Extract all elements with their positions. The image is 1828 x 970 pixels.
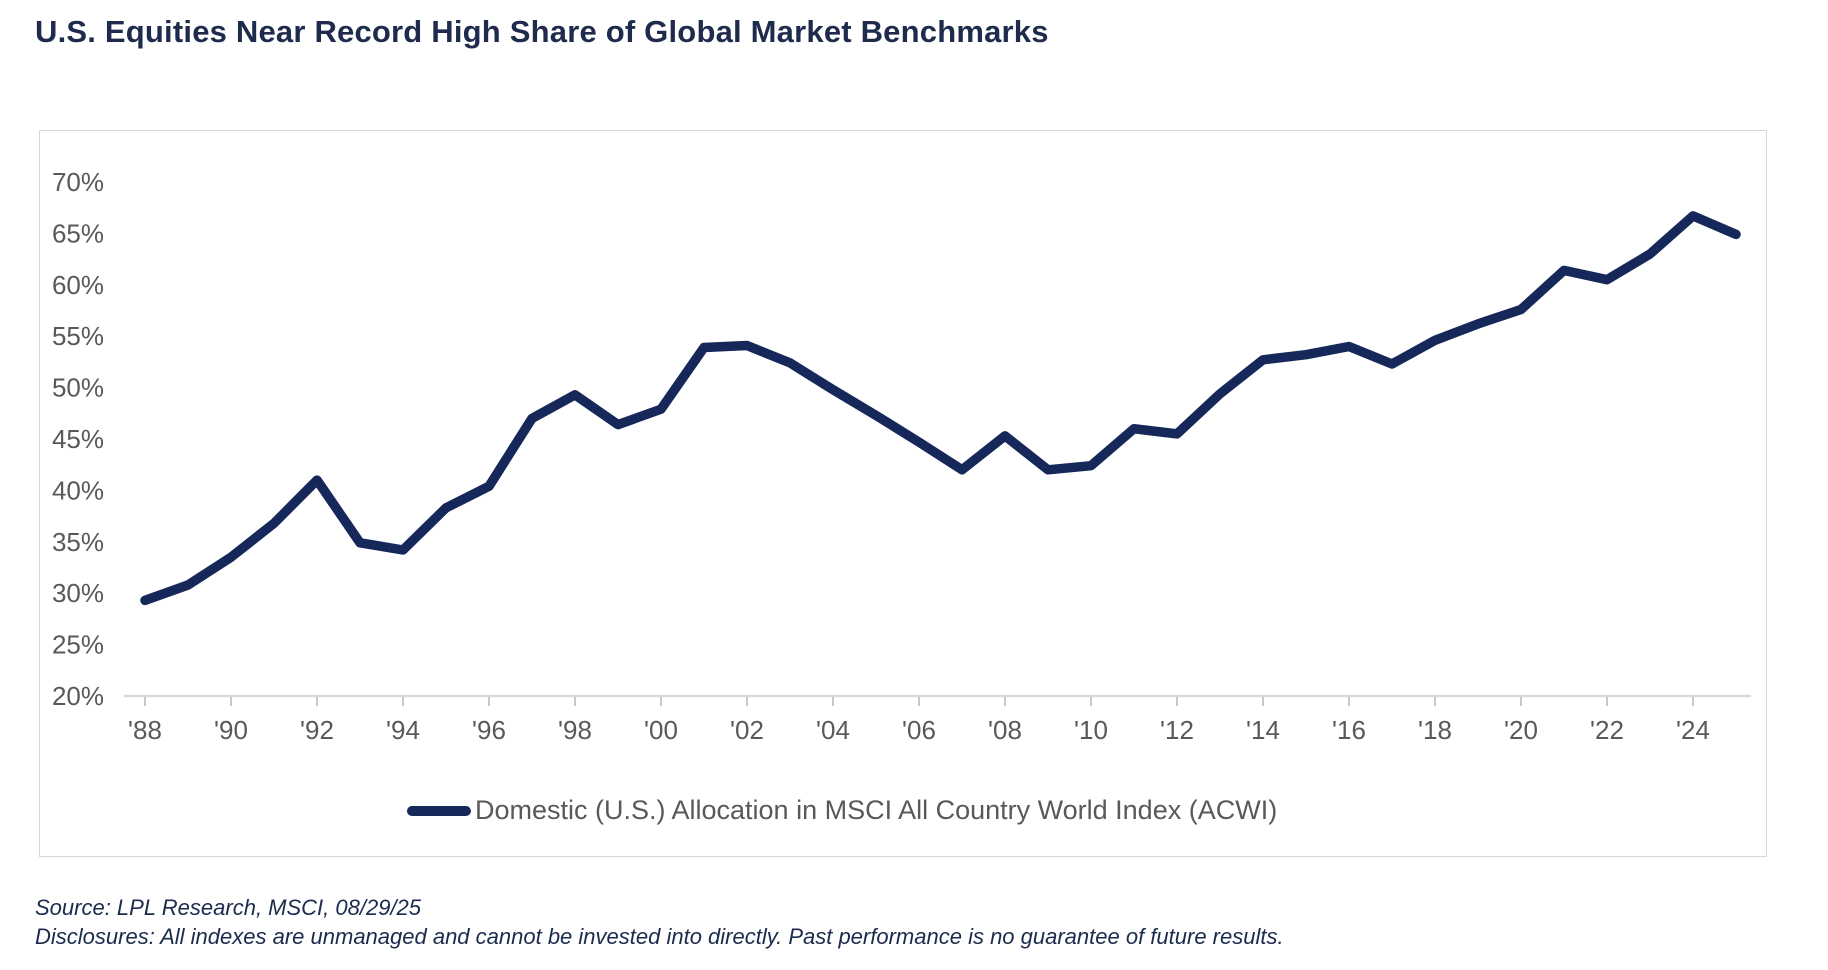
- y-axis-tick-label: 20%: [52, 681, 104, 711]
- source-text: Source: LPL Research, MSCI, 08/29/25: [35, 895, 422, 920]
- x-axis-tick-label: '92: [300, 715, 334, 745]
- x-axis-tick-label: '24: [1676, 715, 1710, 745]
- plot-area: '88 '90 '92 '94 '96 '98 '00 '02 '04 '06 '08 '10 '12 '…: [40, 131, 1766, 856]
- x-axis-tick-label: '12: [1160, 715, 1194, 745]
- legend-line-swatch: [406, 805, 471, 816]
- x-axis-tick-label: '16: [1332, 715, 1366, 745]
- legend-label: Domestic (U.S.) Allocation in MSCI All C…: [474, 795, 1278, 825]
- y-axis-tick-label: 25%: [52, 630, 104, 660]
- x-axis-tick-label: '20: [1504, 715, 1538, 745]
- x-axis-tick-label: '88: [128, 715, 162, 745]
- x-axis-tick-label: '22: [1590, 715, 1624, 745]
- chart-card: '88 '90 '92 '94 '96 '98 '00 '02 '04 '06 '08 '10 '12 '…: [39, 130, 1767, 857]
- x-axis-tick-label: '14: [1246, 715, 1280, 745]
- x-axis-tick-label: '02: [730, 715, 764, 745]
- x-axis-tick-label: '94: [386, 715, 420, 745]
- y-axis-tick-label: 50%: [52, 373, 104, 403]
- y-axis-tick-label: 70%: [52, 167, 104, 197]
- y-axis-tick-label: 60%: [52, 270, 104, 300]
- y-axis-tick-label: 55%: [52, 321, 104, 351]
- x-axis-tick-label: '90: [214, 715, 248, 745]
- x-axis-tick-label: '04: [816, 715, 850, 745]
- x-axis-tick-label: '08: [988, 715, 1022, 745]
- x-axis-tick-label: '06: [902, 715, 936, 745]
- y-axis-tick-label: 40%: [52, 475, 104, 505]
- disclosures-text: Disclosures: All indexes are unmanaged a…: [35, 924, 1284, 949]
- x-axis-tick-label: '98: [558, 715, 592, 745]
- x-axis-tick-label: '96: [472, 715, 506, 745]
- y-axis-tick-label: 35%: [52, 527, 104, 557]
- y-axis-tick-label: 65%: [52, 218, 104, 248]
- chart-title: U.S. Equities Near Record High Share of …: [35, 14, 1049, 49]
- x-axis-tick-label: '10: [1074, 715, 1108, 745]
- y-axis-tick-label: 30%: [52, 578, 104, 608]
- footer: Source: LPL Research, MSCI, 08/29/25 Dis…: [35, 893, 1284, 951]
- y-axis-tick-label: 45%: [52, 424, 104, 454]
- legend: Domestic (U.S.) Allocation in MSCI All C…: [406, 795, 1278, 826]
- x-axis-tick-label: '00: [644, 715, 678, 745]
- series-line-us-allocation: [140, 211, 1741, 606]
- x-axis-tick-label: '18: [1418, 715, 1452, 745]
- chart-svg: '88 '90 '92 '94 '96 '98 '00 '02 '04 '06 '08 '10 '12 '…: [52, 167, 1751, 745]
